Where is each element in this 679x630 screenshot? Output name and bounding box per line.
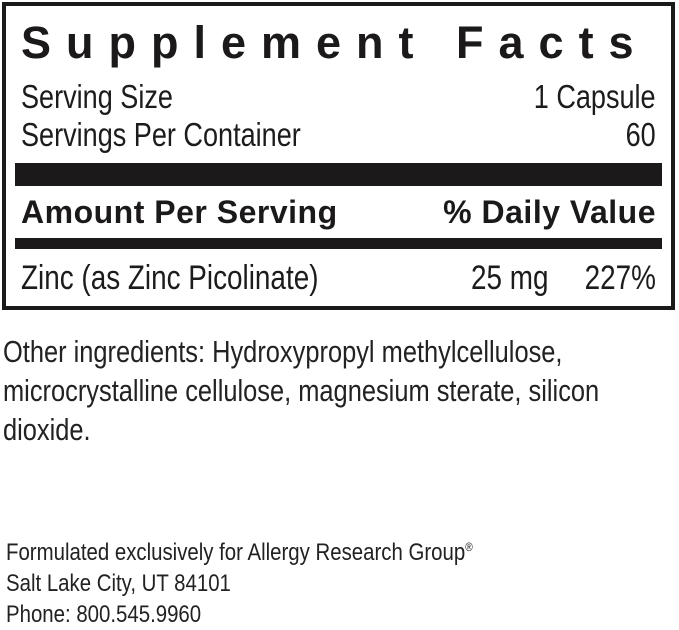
amount-per-serving-header: Amount Per Serving: [21, 194, 338, 230]
servings-per-container-value: 60: [625, 116, 656, 153]
other-ingredients-line-1: Other ingredients: Hydroxypropyl methylc…: [3, 334, 563, 369]
phone-line: Phone: 800.545.9960: [6, 601, 202, 628]
column-header-row: Amount Per Serving % Daily Value: [15, 194, 662, 231]
panel-title: Supplement Facts: [21, 17, 649, 68]
formulated-text: Formulated exclusively for Allergy Resea…: [6, 539, 466, 566]
nutrient-name-cell: Zinc (as Zinc Picolinate): [21, 257, 398, 299]
serving-size-value: 1 Capsule: [534, 78, 656, 115]
nutrient-daily-value-cell: 227%: [548, 257, 656, 299]
servings-per-container-label: Servings Per Container: [21, 116, 301, 153]
manufacturer-footer: Formulated exclusively for Allergy Resea…: [6, 537, 679, 630]
separator-bar-thick: [15, 163, 662, 186]
nutrient-amount-cell: 25 mg: [398, 257, 548, 299]
formulated-line: Formulated exclusively for Allergy Resea…: [6, 537, 679, 568]
nutrient-row: Zinc (as Zinc Picolinate) 25 mg 227%: [15, 257, 662, 299]
registered-trademark-mark: ®: [465, 540, 473, 554]
daily-value-header: % Daily Value: [443, 194, 656, 230]
separator-bar-medium: [15, 238, 662, 249]
supplement-facts-panel: Supplement Facts Serving Size 1 Capsule …: [2, 2, 675, 310]
other-ingredients-line-2: microcrystalline cellulose, magnesium st…: [3, 373, 600, 408]
serving-size-row: Serving Size 1 Capsule: [15, 78, 662, 116]
nutrient-daily-value: 227%: [584, 259, 656, 297]
nutrient-amount: 25 mg: [470, 259, 548, 297]
address-line: Salt Lake City, UT 84101: [6, 570, 231, 597]
serving-info: Serving Size 1 Capsule Servings Per Cont…: [15, 78, 662, 154]
serving-size-label: Serving Size: [21, 78, 173, 115]
other-ingredients: Other ingredients: Hydroxypropyl methylc…: [3, 332, 679, 449]
servings-per-container-row: Servings Per Container 60: [15, 116, 662, 154]
other-ingredients-line-3: dioxide.: [3, 412, 91, 447]
nutrient-name: Zinc (as Zinc Picolinate): [21, 259, 319, 297]
